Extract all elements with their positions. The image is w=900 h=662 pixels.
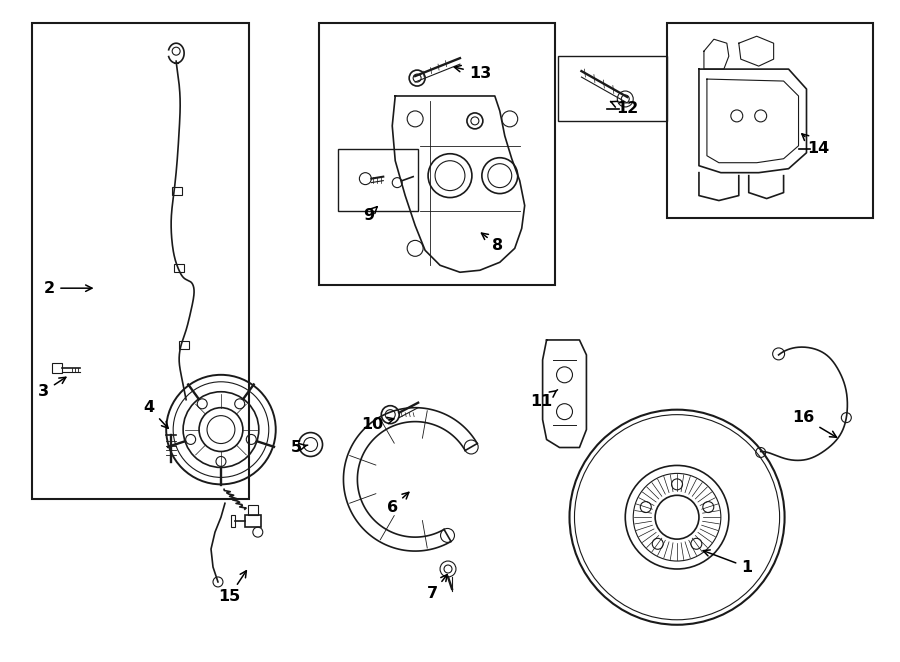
- Text: 3: 3: [38, 377, 66, 399]
- Bar: [338, 149, 418, 211]
- Bar: [32, 23, 248, 499]
- Text: 11: 11: [530, 390, 557, 409]
- Text: 16: 16: [792, 410, 836, 438]
- Text: 14: 14: [802, 134, 830, 156]
- Text: 9: 9: [363, 207, 377, 223]
- Text: 10: 10: [361, 417, 394, 432]
- Text: 4: 4: [144, 400, 168, 428]
- Bar: [231, 515, 235, 527]
- Bar: [245, 515, 261, 527]
- Text: 5: 5: [291, 440, 308, 455]
- Text: 15: 15: [218, 571, 247, 604]
- Text: 13: 13: [454, 66, 491, 81]
- Bar: [319, 23, 554, 285]
- Text: 2: 2: [44, 281, 92, 296]
- Bar: [175, 264, 184, 272]
- Bar: [557, 56, 667, 121]
- Bar: [248, 505, 257, 515]
- Text: 1: 1: [703, 550, 752, 575]
- Text: 8: 8: [482, 233, 503, 253]
- Text: 7: 7: [427, 575, 447, 601]
- Bar: [172, 187, 182, 195]
- Bar: [667, 23, 873, 218]
- Bar: [179, 341, 189, 349]
- Bar: [51, 363, 61, 373]
- Text: 6: 6: [387, 493, 409, 515]
- Text: 12: 12: [610, 101, 638, 117]
